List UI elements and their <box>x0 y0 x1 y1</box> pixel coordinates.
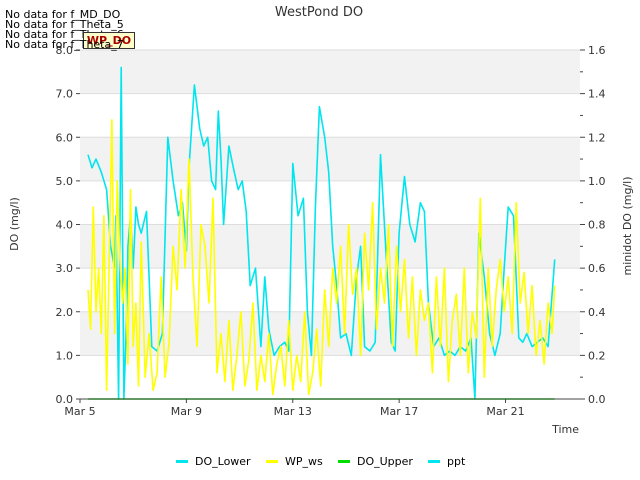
x-tick-label: Mar 5 <box>64 405 95 418</box>
right-tick-label: 0.2 <box>588 349 606 362</box>
no-data-message: No data for f_Theta_5 <box>5 18 124 31</box>
legend-swatch <box>176 460 188 463</box>
legend: DO_Lower WP_ws DO_Upper ppt <box>0 455 640 469</box>
x-tick-label: Mar 9 <box>171 405 202 418</box>
plot-band <box>80 137 580 181</box>
legend-label: ppt <box>447 455 466 468</box>
x-tick-label: Mar 21 <box>486 405 524 418</box>
right-tick-label: 1.6 <box>588 44 606 57</box>
right-tick-label: 0.6 <box>588 262 606 275</box>
right-tick-label: 1.2 <box>588 131 606 144</box>
x-tick-label: Mar 13 <box>274 405 312 418</box>
legend-label: DO_Upper <box>357 455 413 468</box>
series-line-do-lower <box>87 66 556 400</box>
legend-swatch <box>266 460 278 463</box>
y-axis-label-right: minidot DO (mg/l) <box>621 177 634 276</box>
left-tick-label: 7.0 <box>56 88 74 101</box>
x-axis-label: Time <box>551 423 579 436</box>
legend-label: DO_Lower <box>195 455 251 468</box>
legend-item-do-upper[interactable]: DO_Upper <box>338 455 413 468</box>
legend-item-wp-ws[interactable]: WP_ws <box>266 455 323 468</box>
left-tick-label: 8.0 <box>56 44 74 57</box>
left-tick-label: 4.0 <box>56 219 74 232</box>
left-tick-label: 2.0 <box>56 306 74 319</box>
chart-title: WestPond DO <box>275 5 363 20</box>
right-tick-label: 0.0 <box>588 393 606 406</box>
left-tick-label: 6.0 <box>56 131 74 144</box>
left-tick-label: 1.0 <box>56 349 74 362</box>
left-tick-label: 0.0 <box>56 393 74 406</box>
right-tick-label: 1.0 <box>588 175 606 188</box>
right-tick-label: 0.8 <box>588 219 606 232</box>
no-data-message: No data for f_Theta_6 <box>5 28 124 41</box>
tooltip-box: WP_DO <box>83 32 135 49</box>
plot-band <box>80 224 580 269</box>
x-axis-ticks: Mar 5 Mar 9 Mar 13 Mar 17 Mar 21 <box>64 399 525 418</box>
right-tick-label: 1.4 <box>588 88 606 101</box>
no-data-message: No data for f_Theta_7 <box>5 38 124 51</box>
legend-label: WP_ws <box>285 455 323 468</box>
legend-swatch <box>428 460 440 463</box>
y-axis-label-left: DO (mg/l) <box>8 197 21 251</box>
right-tick-label: 0.4 <box>588 306 606 319</box>
left-tick-label: 5.0 <box>56 175 74 188</box>
plot-band <box>80 50 580 94</box>
x-tick-label: Mar 17 <box>380 405 418 418</box>
legend-item-do-lower[interactable]: DO_Lower <box>176 455 251 468</box>
legend-item-ppt[interactable]: ppt <box>428 455 465 468</box>
series-line-wp-ws <box>87 119 556 396</box>
left-axis-ticks: 0.0 1.0 2.0 3.0 4.0 5.0 6.0 7.0 8.0 <box>56 44 80 406</box>
left-tick-label: 3.0 <box>56 262 74 275</box>
right-axis-ticks: 0.0 0.2 0.4 0.6 0.8 1.0 1.2 1.4 1.6 <box>580 44 606 406</box>
legend-swatch <box>338 460 350 463</box>
no-data-message: No data for f_MD_DO <box>5 8 121 21</box>
